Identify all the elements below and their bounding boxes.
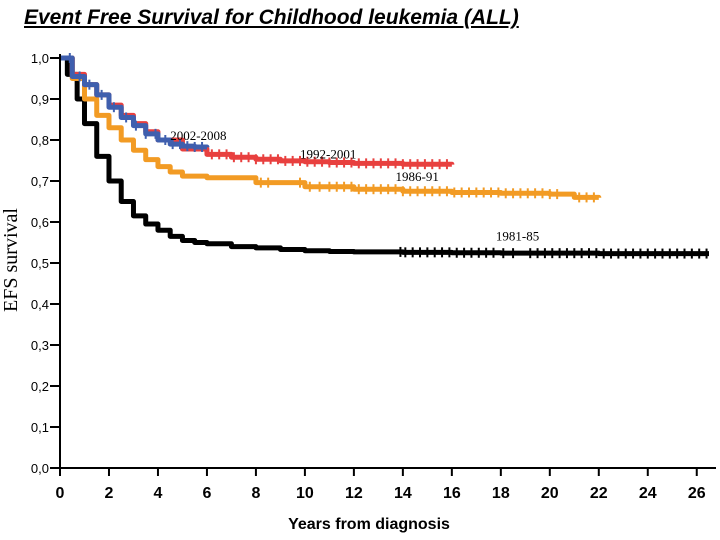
x-tick-label: 10 xyxy=(296,485,314,502)
x-tick-label: 8 xyxy=(251,485,260,502)
series-line-1986-91 xyxy=(60,55,602,200)
series-line-2002-2008 xyxy=(60,55,210,150)
axes xyxy=(59,54,716,469)
series-label-layer: 1981-85 1986-91 1992-2001 2002-2008 xyxy=(170,128,539,243)
y-tick-label: 0,5 xyxy=(31,256,49,271)
x-tick-label: 24 xyxy=(639,485,657,502)
x-tick-label: 18 xyxy=(492,485,510,502)
series-layer xyxy=(60,53,709,259)
series-label-1992-2001: 1992-2001 xyxy=(300,146,356,161)
y-axis-title: EFS survival xyxy=(0,208,22,312)
y-tick-label: 0,0 xyxy=(31,461,49,476)
series-line-1981-85 xyxy=(60,55,709,257)
chart-title: Event Free Survival for Childhood leukem… xyxy=(24,6,519,29)
x-tick-label: 12 xyxy=(345,485,363,502)
x-tick-label: 26 xyxy=(688,485,706,502)
x-tick-label: 22 xyxy=(590,485,608,502)
y-tick-label: 0,6 xyxy=(31,215,49,230)
y-axis-ticks: 0,0 0,1 0,2 0,3 0,4 0,5 0,6 0,7 0,8 0,9 1,0 xyxy=(31,51,60,476)
y-tick-label: 0,1 xyxy=(31,420,49,435)
x-tick-label: 0 xyxy=(56,485,65,502)
y-tick-label: 0,4 xyxy=(31,297,49,312)
x-axis-title: Years from diagnosis xyxy=(288,516,450,533)
y-tick-label: 0,3 xyxy=(31,338,49,353)
x-tick-label: 4 xyxy=(154,485,163,502)
y-tick-label: 0,8 xyxy=(31,133,49,148)
y-tick-label: 0,7 xyxy=(31,174,49,189)
series-label-1986-91: 1986-91 xyxy=(396,169,439,184)
x-tick-label: 16 xyxy=(443,485,461,502)
x-tick-label: 14 xyxy=(394,485,412,502)
y-tick-label: 1,0 xyxy=(31,51,49,66)
series-label-1981-85: 1981-85 xyxy=(496,228,539,243)
y-tick-label: 0,9 xyxy=(31,92,49,107)
x-tick-label: 2 xyxy=(105,485,114,502)
y-tick-label: 0,2 xyxy=(31,379,49,394)
x-tick-label: 6 xyxy=(202,485,211,502)
x-tick-label: 20 xyxy=(541,485,559,502)
x-axis-ticks: 0 2 4 6 8 10 12 14 16 18 20 22 24 26 xyxy=(56,468,706,502)
series-label-2002-2008: 2002-2008 xyxy=(170,128,226,143)
